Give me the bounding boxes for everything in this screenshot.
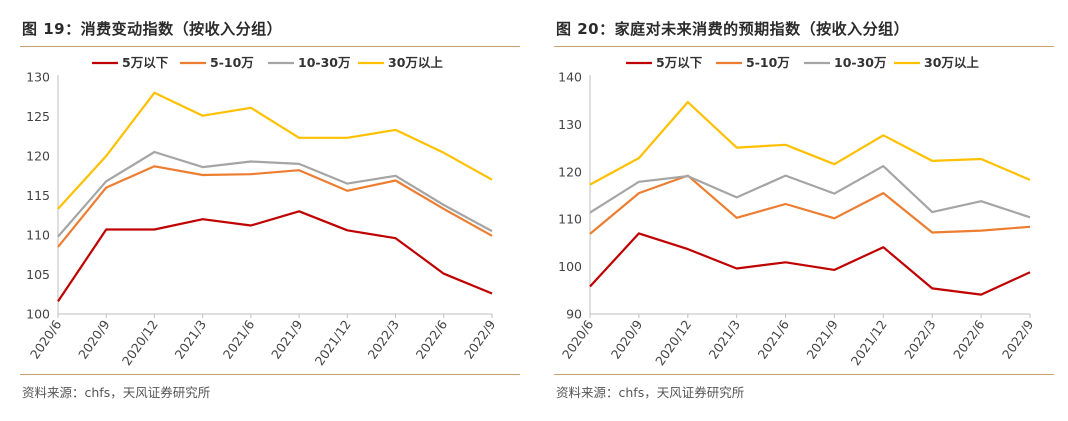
legend-label: 30万以上 — [388, 55, 443, 70]
x-tick-label: 2020/12 — [652, 317, 694, 368]
legend-item: 5-10万 — [716, 55, 790, 70]
legend-item: 5万以下 — [92, 55, 169, 70]
title-divider — [20, 46, 520, 47]
legend-item: 30万以上 — [894, 55, 979, 70]
legend-item: 10-30万 — [268, 55, 350, 70]
series-line — [589, 100, 1031, 186]
x-tick-label: 2020/12 — [119, 317, 161, 368]
y-tick-label: 100 — [26, 307, 50, 322]
source-note: 资料来源：chfs，天风证券研究所 — [556, 385, 745, 400]
series-line — [589, 164, 1031, 219]
x-tick-label: 2022/9 — [461, 317, 499, 362]
y-tick-label: 110 — [26, 228, 50, 243]
legend-label: 5万以下 — [656, 55, 703, 70]
x-tick-label: 2020/6 — [559, 317, 597, 362]
x-tick-label: 2021/6 — [754, 317, 792, 362]
chart-title: 图 19：消费变动指数（按收入分组） — [22, 20, 283, 38]
consumption-change-chart: 5万以下 5-10万 10-30万 30万以上 100 105 110 115 120 125 13… — [26, 55, 499, 368]
y-tick-label: 90 — [566, 307, 582, 322]
y-tick-label: 105 — [26, 267, 50, 282]
x-tick-label: 2021/3 — [172, 317, 210, 362]
x-tick-label: 2021/9 — [268, 317, 306, 362]
x-tick-label: 2022/6 — [413, 317, 451, 362]
x-tick-label: 2022/6 — [950, 317, 988, 362]
series-line — [57, 150, 493, 238]
x-tick-label: 2020/9 — [608, 317, 646, 362]
legend-label: 5万以下 — [122, 55, 169, 70]
series-line — [57, 210, 493, 303]
footer-divider — [20, 374, 520, 375]
y-tick-label: 130 — [558, 117, 582, 132]
x-tick-label: 2022/3 — [901, 317, 939, 362]
chart-title: 图 20：家庭对未来消费的预期指数（按收入分组） — [556, 20, 910, 38]
panel-consumption-change: 图 19：消费变动指数（按收入分组） 5万以下 5-10万 10-30万 30万以上 1… — [20, 20, 520, 400]
x-tick-label: 2021/12 — [848, 317, 890, 368]
source-note: 资料来源：chfs，天风证券研究所 — [22, 385, 211, 400]
legend-label: 5-10万 — [746, 55, 790, 70]
x-tick-label: 2021/12 — [312, 317, 354, 368]
legend-item: 5万以下 — [626, 55, 703, 70]
y-tick-label: 125 — [26, 109, 50, 124]
title-divider — [554, 46, 1054, 47]
legend-label: 10-30万 — [834, 55, 886, 70]
y-tick-label: 130 — [26, 70, 50, 85]
x-tick-label: 2021/6 — [220, 317, 258, 362]
x-tick-label: 2020/9 — [75, 317, 113, 362]
panel-consumption-expectation: 图 20：家庭对未来消费的预期指数（按收入分组） 5万以下 5-10万 10-30万… — [534, 0, 1068, 421]
consumption-expectation-chart: 5万以下 5-10万 10-30万 30万以上 90 100 110 120 130 140 202… — [558, 55, 1037, 368]
legend: 5万以下 5-10万 10-30万 30万以上 — [92, 55, 443, 70]
series-line — [589, 232, 1031, 296]
y-tick-label: 115 — [26, 188, 50, 203]
legend-item: 5-10万 — [180, 55, 254, 70]
x-tick-label: 2022/3 — [364, 317, 402, 362]
series-line — [57, 165, 493, 248]
x-tick-label: 2020/6 — [27, 317, 65, 362]
legend: 5万以下 5-10万 10-30万 30万以上 — [626, 55, 979, 70]
series-line — [589, 174, 1031, 235]
legend-item: 10-30万 — [804, 55, 886, 70]
y-tick-label: 100 — [558, 259, 582, 274]
y-tick-label: 140 — [558, 70, 582, 85]
legend-label: 5-10万 — [210, 55, 254, 70]
legend-label: 30万以上 — [924, 55, 979, 70]
legend-item: 30万以上 — [358, 55, 443, 70]
x-tick-label: 2021/3 — [706, 317, 744, 362]
x-tick-label: 2022/9 — [999, 317, 1037, 362]
x-tick-label: 2021/9 — [803, 317, 841, 362]
legend-label: 10-30万 — [298, 55, 350, 70]
y-tick-label: 110 — [558, 212, 582, 227]
y-tick-label: 120 — [26, 149, 50, 164]
series-line — [57, 91, 493, 210]
y-tick-label: 120 — [558, 164, 582, 179]
footer-divider — [554, 374, 1054, 375]
